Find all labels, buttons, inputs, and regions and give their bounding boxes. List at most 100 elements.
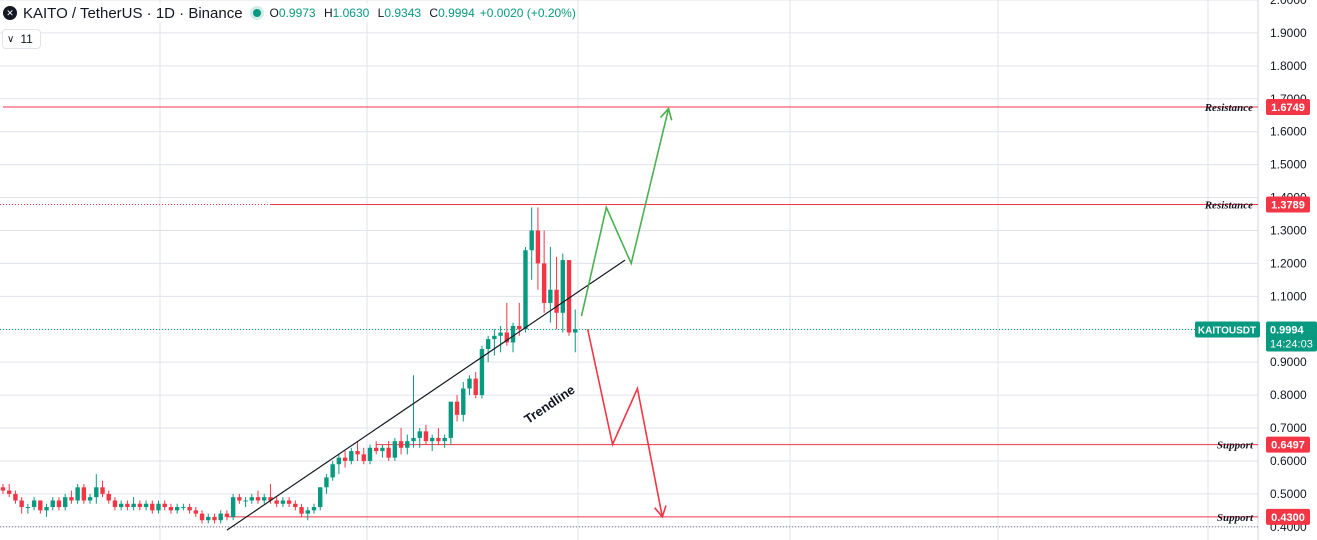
candle-body xyxy=(255,497,261,501)
candle-body xyxy=(13,493,18,501)
candle xyxy=(56,497,62,511)
candle xyxy=(504,302,510,346)
candle-body xyxy=(566,260,572,333)
candle xyxy=(523,246,528,333)
close-value: 0.9994 xyxy=(438,6,475,20)
y-tick-label: 1.9000 xyxy=(1270,26,1307,40)
candle xyxy=(560,253,565,333)
candle xyxy=(293,500,298,511)
candle-body xyxy=(461,388,466,415)
candle-body xyxy=(541,263,547,303)
candle-body xyxy=(230,497,236,517)
projection-down-arrow-head xyxy=(654,505,667,519)
low-value: 0.9343 xyxy=(384,6,422,20)
candle-body xyxy=(249,497,254,501)
trendline xyxy=(226,259,626,531)
candle-body xyxy=(398,441,404,448)
y-tick-label: 1.8000 xyxy=(1270,59,1307,73)
candle-body xyxy=(299,507,304,514)
level-price-label: 0.6497 xyxy=(1271,440,1305,452)
candle-body xyxy=(199,513,205,521)
y-tick-label: 1.5000 xyxy=(1270,158,1307,172)
candle xyxy=(411,375,416,448)
candle xyxy=(13,490,18,504)
candle xyxy=(206,513,211,524)
candle-body xyxy=(212,516,217,521)
candle-body xyxy=(517,325,522,330)
candle xyxy=(181,503,186,511)
candle-body xyxy=(162,503,167,508)
candle xyxy=(249,493,254,504)
candle xyxy=(398,428,404,455)
symbol-title[interactable]: KAITO / TetherUS · 1D · Binance xyxy=(23,4,243,22)
candle-body xyxy=(386,447,391,458)
candle xyxy=(436,428,441,445)
indicators-toggle[interactable]: ∨ 11 xyxy=(2,29,41,49)
candle-body xyxy=(305,510,310,514)
candle-body xyxy=(69,497,74,501)
candle xyxy=(324,474,329,494)
candle xyxy=(150,500,155,514)
candle-body xyxy=(268,497,273,501)
candle xyxy=(118,500,124,511)
candle xyxy=(554,256,559,330)
candle xyxy=(280,497,286,508)
candle-body xyxy=(498,332,503,336)
candle xyxy=(50,497,55,511)
level-label: Resistance xyxy=(1204,102,1253,114)
candle xyxy=(143,500,149,511)
level-price-tag xyxy=(1266,508,1310,525)
candle xyxy=(374,441,379,455)
chart-header: ✕ KAITO / TetherUS · 1D · Binance O0.997… xyxy=(0,3,576,23)
candle xyxy=(31,497,37,511)
candle xyxy=(573,309,578,353)
candle xyxy=(0,483,6,494)
candle-body xyxy=(479,349,485,396)
candle-body xyxy=(262,497,267,501)
last-price-tag xyxy=(1266,321,1317,352)
candle xyxy=(498,325,503,353)
candle-body xyxy=(336,457,342,465)
candle-body xyxy=(50,500,55,508)
y-tick-label: 2.0000 xyxy=(1270,0,1307,7)
candle-body xyxy=(535,230,541,264)
candle-body xyxy=(112,500,118,508)
candle-body xyxy=(411,437,416,442)
candle xyxy=(342,451,348,468)
candle xyxy=(212,513,217,524)
market-status-icon xyxy=(252,9,261,17)
candle xyxy=(112,497,118,511)
candle xyxy=(199,510,205,524)
candle-body xyxy=(286,500,292,504)
candle-body xyxy=(181,507,186,509)
y-tick-label: 1.2000 xyxy=(1270,256,1307,270)
candle xyxy=(380,444,385,458)
candle xyxy=(311,503,317,514)
level-price-tag xyxy=(1266,196,1310,213)
candle xyxy=(386,441,391,461)
candle xyxy=(156,500,161,514)
candle-body xyxy=(63,497,68,508)
level-label: Support xyxy=(1217,512,1254,524)
trendline-label: Trendline xyxy=(521,382,577,427)
candle xyxy=(286,497,292,508)
candle-body xyxy=(405,441,410,448)
candle xyxy=(479,345,485,399)
indicators-count: 11 xyxy=(20,32,33,46)
candle xyxy=(87,493,93,504)
candle xyxy=(541,230,547,313)
candle xyxy=(461,381,466,422)
candle-body xyxy=(504,332,510,343)
candle-body xyxy=(492,335,497,340)
candle-body xyxy=(174,507,180,511)
candle-body xyxy=(137,503,143,508)
candle-body xyxy=(380,447,385,452)
candle-body xyxy=(193,510,199,514)
projection-down-arrow xyxy=(586,329,664,518)
candle xyxy=(131,497,136,511)
candle xyxy=(69,490,74,504)
candle-body xyxy=(81,487,87,501)
candle-body xyxy=(473,378,478,396)
candle-body xyxy=(573,329,578,333)
